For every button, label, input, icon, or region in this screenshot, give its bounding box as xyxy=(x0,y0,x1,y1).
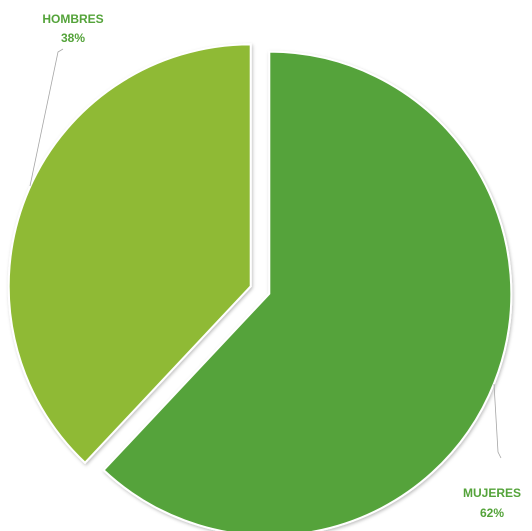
leader-line-hombres xyxy=(29,48,64,187)
leader-line-mujeres xyxy=(493,383,502,459)
slice-mujeres xyxy=(102,50,513,531)
label-mujeres-percent: 62% xyxy=(480,506,504,520)
label-hombres-percent: 38% xyxy=(61,31,85,45)
label-hombres-name: HOMBRES xyxy=(42,12,103,26)
label-mujeres-name: MUJERES xyxy=(463,486,521,500)
slice-hombres xyxy=(7,43,252,465)
